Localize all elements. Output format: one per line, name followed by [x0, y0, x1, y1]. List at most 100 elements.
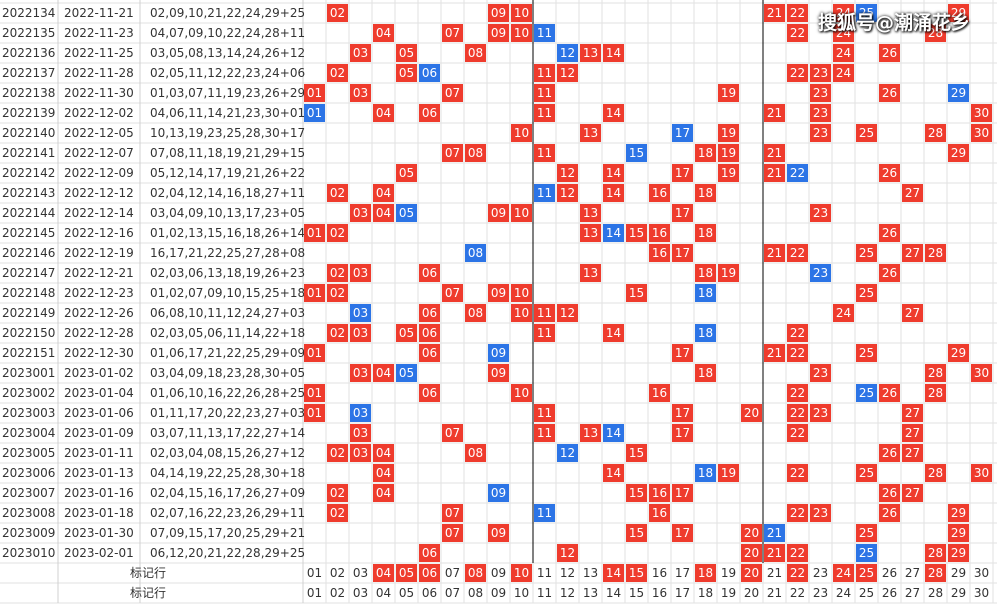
number-cell	[718, 164, 739, 182]
number: 11	[537, 326, 552, 340]
number-cell	[718, 124, 739, 142]
number-cell	[304, 384, 325, 402]
number: 06	[422, 106, 437, 120]
number: 09	[491, 26, 506, 40]
number-cell	[304, 84, 325, 102]
issue: 2023001	[2, 366, 55, 380]
number: 30	[974, 106, 989, 120]
date: 2022-11-21	[64, 6, 134, 20]
marker-cell	[603, 564, 624, 582]
number-cell	[626, 144, 647, 162]
marker-number: 14	[606, 566, 621, 580]
number-cell	[373, 104, 394, 122]
number-cell	[442, 144, 463, 162]
number-cell	[557, 184, 578, 202]
number-cell	[948, 544, 969, 562]
number-cell	[833, 64, 854, 82]
number: 22	[790, 546, 805, 560]
marker-number: 08	[468, 586, 483, 600]
number-cell	[672, 484, 693, 502]
number-cell	[580, 224, 601, 242]
number-cell	[603, 184, 624, 202]
issue: 2022148	[2, 286, 55, 300]
number: 14	[606, 426, 621, 440]
number: 19	[721, 466, 736, 480]
number: 10	[514, 6, 529, 20]
marker-cell	[833, 564, 854, 582]
number: 15	[629, 226, 644, 240]
number: 27	[905, 446, 920, 460]
number: 02	[330, 226, 345, 240]
number: 09	[491, 206, 506, 220]
number-cell	[488, 484, 509, 502]
number-cell	[603, 104, 624, 122]
number: 11	[537, 506, 552, 520]
number-cell	[580, 424, 601, 442]
number: 03	[353, 86, 368, 100]
date: 2023-01-06	[64, 406, 134, 420]
number-cell	[856, 124, 877, 142]
number-cell	[488, 524, 509, 542]
number-cell	[718, 264, 739, 282]
marker-cell	[741, 564, 762, 582]
number: 13	[583, 226, 598, 240]
number-cell	[534, 64, 555, 82]
number: 10	[514, 286, 529, 300]
date: 2023-01-02	[64, 366, 134, 380]
number: 26	[882, 486, 897, 500]
number: 07	[445, 26, 460, 40]
number: 03	[353, 406, 368, 420]
number-cell	[534, 324, 555, 342]
number: 14	[606, 186, 621, 200]
number-cell	[695, 364, 716, 382]
number: 22	[790, 426, 805, 440]
issue: 2022144	[2, 206, 55, 220]
number-cell	[350, 204, 371, 222]
number: 16	[652, 506, 667, 520]
number-cell	[304, 284, 325, 302]
number-cell	[718, 464, 739, 482]
number-cell	[810, 104, 831, 122]
number-cell	[718, 144, 739, 162]
date: 2022-11-25	[64, 46, 134, 60]
marker-number: 11	[537, 566, 552, 580]
marker-number: 11	[537, 586, 552, 600]
number-cell	[948, 344, 969, 362]
number: 09	[491, 486, 506, 500]
draw-numbers: 01,02,13,15,16,18,26+14	[150, 226, 305, 240]
number: 15	[629, 446, 644, 460]
number: 12	[560, 46, 575, 60]
number: 14	[606, 46, 621, 60]
number-cell	[948, 4, 969, 22]
number: 22	[790, 466, 805, 480]
draw-numbers: 03,04,09,10,13,17,23+05	[150, 206, 305, 220]
number-cell	[787, 504, 808, 522]
number: 16	[652, 226, 667, 240]
number-cell	[626, 444, 647, 462]
number-cell	[465, 304, 486, 322]
date: 2023-01-18	[64, 506, 134, 520]
marker-number: 07	[445, 566, 460, 580]
number-cell	[304, 404, 325, 422]
number: 03	[353, 446, 368, 460]
date: 2022-12-19	[64, 246, 134, 260]
marker-number: 25	[859, 586, 874, 600]
number: 17	[675, 206, 690, 220]
date: 2022-12-16	[64, 226, 134, 240]
number-cell	[327, 4, 348, 22]
number: 19	[721, 166, 736, 180]
number: 13	[583, 126, 598, 140]
number-cell	[741, 524, 762, 542]
marker-number: 21	[767, 566, 782, 580]
number: 03	[353, 266, 368, 280]
number: 02	[330, 486, 345, 500]
number-cell	[419, 544, 440, 562]
number: 22	[790, 326, 805, 340]
marker-number: 23	[813, 566, 828, 580]
number: 07	[445, 506, 460, 520]
number: 09	[491, 346, 506, 360]
number-cell	[833, 304, 854, 322]
marker-number: 01	[307, 566, 322, 580]
draw-numbers: 03,05,08,13,14,24,26+12	[150, 46, 305, 60]
